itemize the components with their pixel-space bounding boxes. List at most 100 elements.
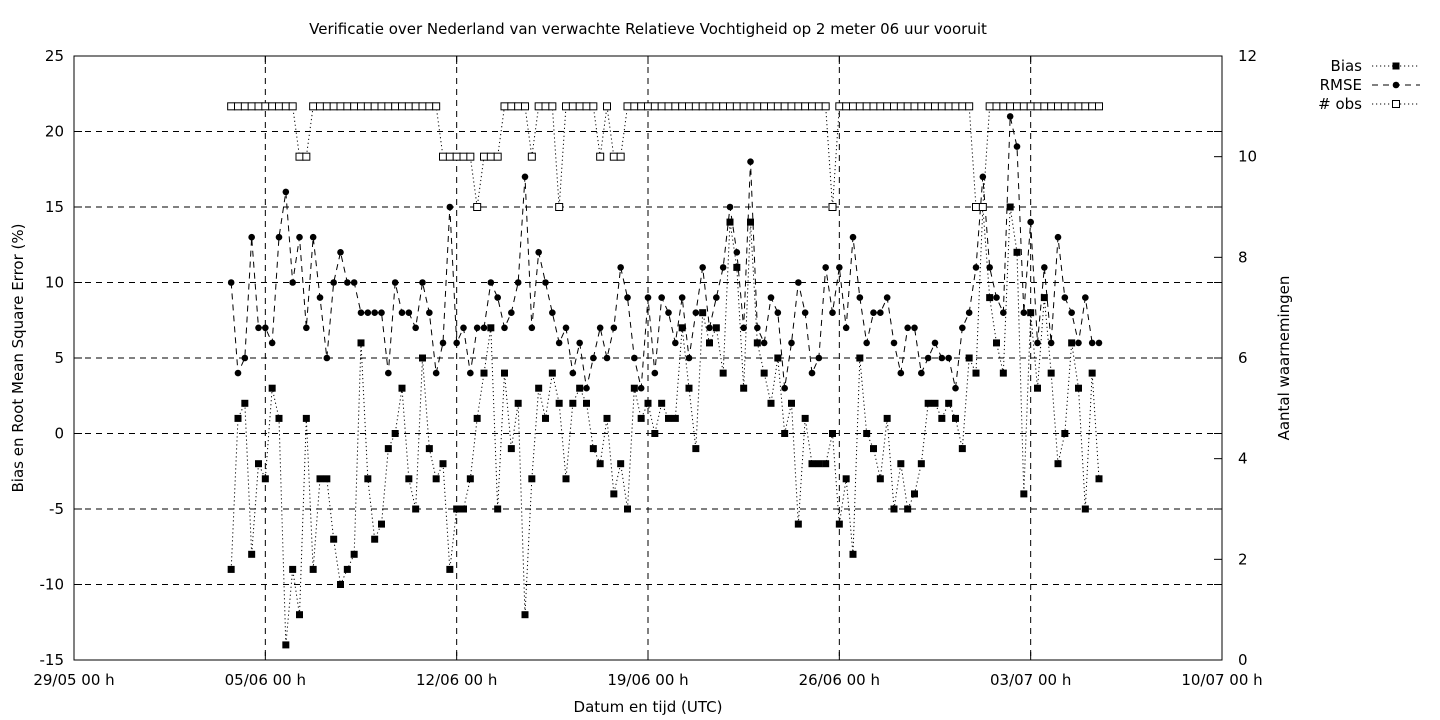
data-point (753, 102, 762, 111)
data-point (446, 203, 454, 211)
data-point (583, 384, 590, 392)
data-point (296, 611, 303, 619)
data-point (713, 294, 720, 301)
data-point (412, 324, 419, 332)
data-point (835, 102, 844, 111)
data-point (289, 565, 297, 573)
data-point (261, 102, 270, 111)
data-point (323, 354, 331, 362)
data-point (357, 339, 365, 347)
y2-tick-label: 6 (1238, 349, 1248, 367)
data-point (801, 309, 809, 317)
data-point (828, 203, 837, 211)
data-point (261, 475, 269, 483)
data-point (541, 102, 550, 111)
data-point (575, 102, 584, 111)
data-point (795, 279, 802, 286)
data-point (1013, 102, 1021, 111)
data-point (426, 309, 433, 317)
data-point (1067, 102, 1076, 111)
y-axis-label: Bias en Root Mean Square Error (%) (9, 224, 27, 493)
data-point (822, 460, 830, 468)
data-point (699, 264, 706, 271)
data-point (726, 203, 734, 211)
data-point (903, 102, 912, 111)
data-point (706, 339, 713, 347)
data-point (405, 309, 413, 317)
data-point (1047, 339, 1055, 347)
y-tick-label: -10 (40, 576, 65, 594)
data-point (288, 102, 297, 111)
data-point (965, 102, 974, 111)
data-point (241, 399, 249, 407)
series-line (230, 206, 1100, 645)
data-point (576, 339, 583, 347)
data-point (378, 309, 385, 317)
data-point (623, 102, 632, 111)
data-point (227, 565, 235, 573)
y2-tick-label: 10 (1238, 148, 1257, 166)
data-point (719, 102, 728, 111)
data-point (698, 102, 707, 111)
data-point (555, 203, 564, 211)
data-point (774, 354, 782, 362)
data-point (603, 354, 611, 362)
data-point (555, 339, 563, 347)
data-point (1054, 102, 1062, 111)
data-point (384, 102, 393, 111)
data-point (1075, 384, 1082, 392)
series-layer (227, 102, 1103, 649)
data-point (692, 309, 700, 317)
data-point (808, 460, 816, 468)
data-point (453, 505, 461, 513)
data-point (398, 384, 406, 392)
data-point (542, 279, 549, 286)
data-point (309, 102, 318, 111)
data-point (322, 102, 331, 111)
data-point (637, 414, 645, 422)
data-point (712, 102, 721, 111)
data-point (275, 102, 283, 111)
data-point (918, 369, 925, 377)
data-point (350, 550, 358, 558)
data-point (569, 369, 577, 377)
data-point (549, 309, 556, 317)
data-point (296, 233, 303, 241)
data-point (671, 102, 680, 111)
data-point (487, 324, 495, 332)
data-point (268, 384, 276, 392)
data-point (829, 309, 836, 317)
data-point (234, 369, 242, 377)
data-point (364, 475, 372, 483)
data-point (1082, 294, 1089, 301)
data-point (316, 102, 324, 111)
data-point (596, 152, 605, 161)
data-point (439, 339, 447, 347)
data-point (1075, 339, 1082, 347)
data-point (671, 414, 679, 422)
data-point (350, 102, 359, 111)
data-point (480, 369, 488, 377)
data-point (617, 460, 625, 468)
data-point (774, 309, 782, 317)
data-point (385, 369, 392, 377)
y2-tick-label: 12 (1238, 47, 1257, 65)
data-point (419, 279, 426, 286)
y-tick-label: 15 (45, 198, 64, 216)
data-point (1013, 143, 1021, 150)
data-point (917, 460, 925, 468)
data-point (548, 102, 557, 111)
data-point (473, 203, 482, 211)
data-point (657, 102, 666, 111)
legend-marker (1392, 100, 1400, 108)
data-point (1006, 203, 1014, 211)
data-point (849, 233, 857, 241)
data-point (862, 102, 871, 111)
data-point (952, 384, 959, 392)
data-point (562, 102, 570, 111)
data-point (658, 294, 665, 301)
data-point (712, 324, 720, 332)
data-point (1047, 102, 1056, 111)
data-point (877, 309, 884, 317)
